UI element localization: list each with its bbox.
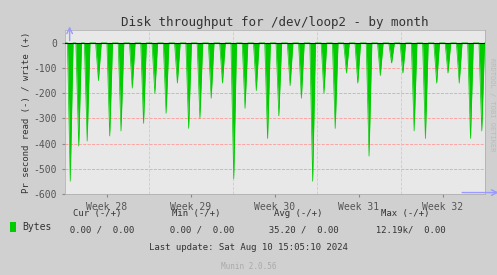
Text: 0.00 /  0.00: 0.00 / 0.00 (159, 226, 234, 234)
Text: RRDTOOL / TOBI OETIKER: RRDTOOL / TOBI OETIKER (489, 58, 495, 151)
Text: Min (-/+): Min (-/+) (172, 209, 221, 218)
Text: Last update: Sat Aug 10 15:05:10 2024: Last update: Sat Aug 10 15:05:10 2024 (149, 243, 348, 252)
Text: Cur (-/+): Cur (-/+) (73, 209, 121, 218)
Text: Max (-/+): Max (-/+) (381, 209, 429, 218)
Text: Munin 2.0.56: Munin 2.0.56 (221, 262, 276, 271)
Text: 0.00 /  0.00: 0.00 / 0.00 (59, 226, 135, 234)
Title: Disk throughput for /dev/loop2 - by month: Disk throughput for /dev/loop2 - by mont… (121, 16, 428, 29)
Y-axis label: Pr second read (-) / write (+): Pr second read (-) / write (+) (22, 31, 31, 193)
Text: 35.20 /  0.00: 35.20 / 0.00 (258, 226, 338, 234)
Text: Avg (-/+): Avg (-/+) (274, 209, 323, 218)
Text: 12.19k/  0.00: 12.19k/ 0.00 (365, 226, 445, 234)
Text: Bytes: Bytes (22, 222, 52, 232)
